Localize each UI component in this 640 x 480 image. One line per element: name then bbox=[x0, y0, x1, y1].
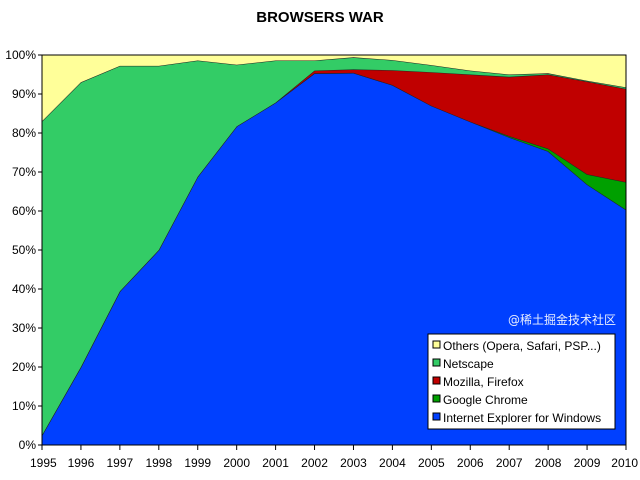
area-others-opera-safari-psp bbox=[42, 55, 626, 122]
y-tick-label: 0% bbox=[19, 438, 37, 452]
area-boundary-line bbox=[41, 68, 627, 436]
legend-swatch bbox=[432, 412, 441, 421]
legend-box bbox=[427, 333, 616, 430]
y-tick-label: 70% bbox=[12, 165, 36, 179]
watermark: @稀土掘金技术社区 bbox=[508, 312, 616, 327]
x-tick-label: 2001 bbox=[262, 456, 289, 470]
legend-label: Internet Explorer for Windows bbox=[443, 411, 601, 425]
x-tick-label: 2009 bbox=[574, 456, 601, 470]
legend-item: Mozilla, Firefox bbox=[432, 375, 524, 389]
legend-item: Google Chrome bbox=[432, 393, 528, 407]
x-tick-label: 1999 bbox=[184, 456, 211, 470]
x-tick-label: 1997 bbox=[107, 456, 134, 470]
legend-label: Mozilla, Firefox bbox=[443, 375, 524, 389]
legend-label: Google Chrome bbox=[443, 393, 528, 407]
area-mozilla-firefox bbox=[42, 69, 626, 436]
legend: Others (Opera, Safari, PSP...) Netscape Mo… bbox=[427, 333, 616, 430]
area-boundary-line bbox=[41, 56, 627, 122]
x-tick-label: 2007 bbox=[496, 456, 523, 470]
y-tick-label: 100% bbox=[5, 48, 36, 62]
y-tick-label: 50% bbox=[12, 243, 36, 257]
y-tick-label: 80% bbox=[12, 126, 36, 140]
y-tick-label: 30% bbox=[12, 321, 36, 335]
y-tick-label: 90% bbox=[12, 87, 36, 101]
legend-item: Internet Explorer for Windows bbox=[432, 411, 601, 425]
legend-swatch bbox=[432, 394, 441, 403]
y-tick-label: 40% bbox=[12, 282, 36, 296]
legend-label: Others (Opera, Safari, PSP...) bbox=[443, 339, 601, 353]
x-tick-label: 1998 bbox=[145, 456, 172, 470]
y-tick-label: 60% bbox=[12, 204, 36, 218]
x-tick-label: 2004 bbox=[379, 456, 406, 470]
chart-title: BROWSERS WAR bbox=[256, 9, 384, 26]
area-netscape bbox=[42, 57, 626, 436]
x-tick-label: 1995 bbox=[30, 456, 57, 470]
axes: 0% 10% 20% 30% 40% 50% 60% 70% 80% 90% 100% 1995 199… bbox=[5, 48, 638, 470]
legend-swatch bbox=[432, 358, 441, 367]
x-tick-label: 2000 bbox=[223, 456, 250, 470]
x-tick-label: 1996 bbox=[68, 456, 95, 470]
x-tick-label: 2006 bbox=[457, 456, 484, 470]
y-tick-label: 20% bbox=[12, 360, 36, 374]
x-tick-label: 2008 bbox=[535, 456, 562, 470]
legend-swatch bbox=[432, 340, 441, 349]
x-tick-label: 2010 bbox=[611, 456, 638, 470]
y-tick-label: 10% bbox=[12, 399, 36, 413]
x-tick-label: 2003 bbox=[340, 456, 367, 470]
legend-swatch bbox=[432, 376, 441, 385]
x-tick-label: 2005 bbox=[418, 456, 445, 470]
legend-item: Others (Opera, Safari, PSP...) bbox=[432, 339, 601, 353]
legend-item: Netscape bbox=[432, 357, 494, 371]
x-tick-label: 2002 bbox=[301, 456, 328, 470]
legend-label: Netscape bbox=[443, 357, 494, 371]
